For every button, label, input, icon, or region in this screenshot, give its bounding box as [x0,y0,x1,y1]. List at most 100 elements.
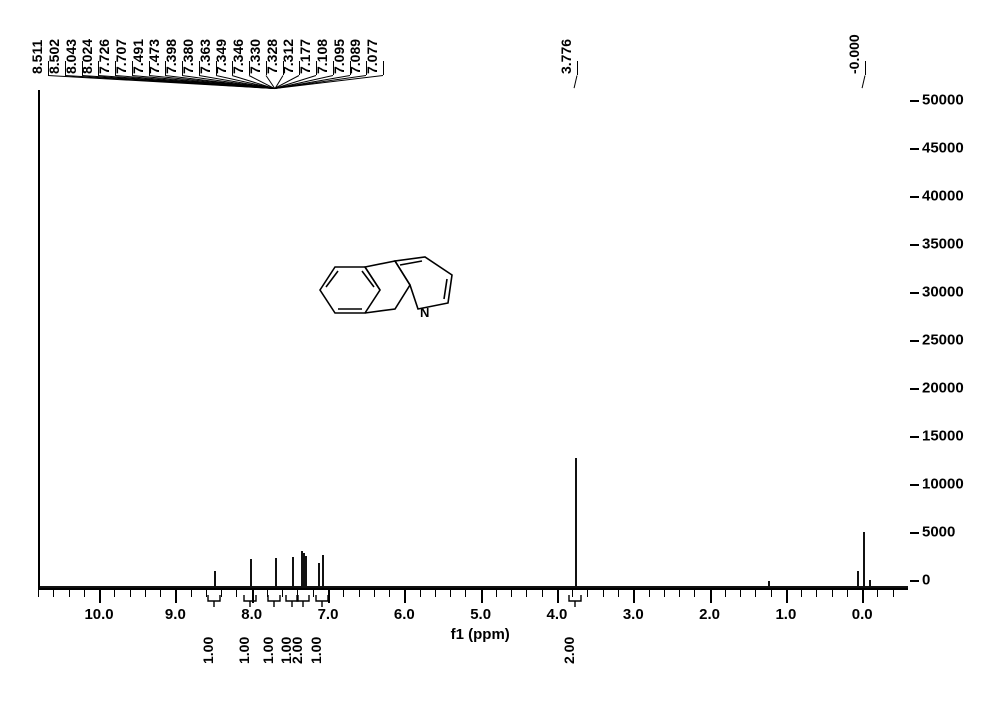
x-minor-tick [404,590,405,597]
x-tick-label: 6.0 [394,606,415,623]
x-minor-tick [145,590,146,597]
x-minor-tick [755,590,756,597]
peak [322,555,324,588]
x-minor-tick [832,590,833,597]
x-tick-label: 1.0 [775,606,796,623]
integral-mark [296,594,310,613]
integral-value: 2.00 [289,637,305,664]
x-minor-tick [603,590,604,597]
y-tick-label: 50000 [922,91,964,108]
y-tick [910,292,919,294]
nitrogen-label: N [420,305,429,320]
x-minor-tick [481,590,482,597]
peak [768,581,770,588]
x-minor-tick [679,590,680,597]
x-minor-tick [130,590,131,597]
x-minor-tick [389,590,390,597]
x-minor-tick [191,590,192,597]
peak-ppm-label: -0.000 [846,34,862,74]
x-minor-tick [496,590,497,597]
x-tick-label: 5.0 [470,606,491,623]
x-tick-label: 0.0 [852,606,873,623]
integral-mark [267,594,281,613]
y-tick-label: 25000 [922,332,964,349]
x-minor-tick [877,590,878,597]
x-minor-tick [633,590,634,597]
x-minor-tick [99,590,100,597]
y-tick-label: 15000 [922,428,964,445]
x-minor-tick [359,590,360,597]
x-minor-tick [649,590,650,597]
integral-value: 1.00 [260,637,276,664]
y-tick-label: 5000 [922,524,955,541]
x-minor-tick [725,590,726,597]
x-minor-tick [664,590,665,597]
x-minor-tick [84,590,85,597]
peak [863,532,865,588]
y-tick [910,148,919,150]
x-minor-tick [740,590,741,597]
x-minor-tick [542,590,543,597]
integral-mark [568,594,582,613]
x-minor-tick [862,590,863,597]
x-minor-tick [38,590,39,597]
x-minor-tick [618,590,619,597]
peak [214,571,216,588]
x-minor-tick [465,590,466,597]
x-minor-tick [450,590,451,597]
peak-ppm-label: 8.511 [29,40,45,74]
x-minor-tick [343,590,344,597]
x-minor-tick [710,590,711,597]
y-tick [910,484,919,486]
x-minor-tick [114,590,115,597]
x-minor-tick [313,590,314,597]
x-minor-tick [374,590,375,597]
x-minor-tick [175,590,176,597]
peak [305,556,307,588]
y-axis: 0500010000150002000025000300003500040000… [910,4,970,600]
y-tick-label: 20000 [922,380,964,397]
y-tick [910,100,919,102]
y-tick [910,388,919,390]
y-tick [910,340,919,342]
x-minor-tick [526,590,527,597]
baseline [40,586,908,588]
y-tick [910,580,919,582]
x-tick-label: 3.0 [623,606,644,623]
y-tick-label: 45000 [922,139,964,156]
y-tick-label: 10000 [922,476,964,493]
integral-mark [207,594,221,613]
integral-value: 1.00 [308,637,324,664]
x-minor-tick [587,590,588,597]
integral-value: 2.00 [561,637,577,664]
peak [857,571,859,588]
x-minor-tick [420,590,421,597]
x-minor-tick [236,590,237,597]
peak [318,563,320,588]
y-tick [910,532,919,534]
x-minor-tick [511,590,512,597]
x-minor-tick [69,590,70,597]
y-tick [910,244,919,246]
peak-ppm-label: 3.776 [558,39,574,74]
x-minor-tick [694,590,695,597]
x-minor-tick [160,590,161,597]
integral-mark [315,594,329,613]
y-tick-label: 30000 [922,283,964,300]
y-tick-label: 35000 [922,235,964,252]
y-tick-label: 40000 [922,187,964,204]
integral-value: 1.00 [236,637,252,664]
x-minor-tick [786,590,787,597]
x-minor-tick [847,590,848,597]
plot-area [38,90,908,590]
x-tick-label: 4.0 [547,606,568,623]
integral-mark [243,594,257,613]
y-tick [910,436,919,438]
peak [275,558,277,588]
x-tick-label: 9.0 [165,606,186,623]
spectrum-plot [40,90,908,588]
peak [250,559,252,588]
x-minor-tick [221,590,222,597]
x-tick-label: 10.0 [84,606,113,623]
x-minor-tick [282,590,283,597]
